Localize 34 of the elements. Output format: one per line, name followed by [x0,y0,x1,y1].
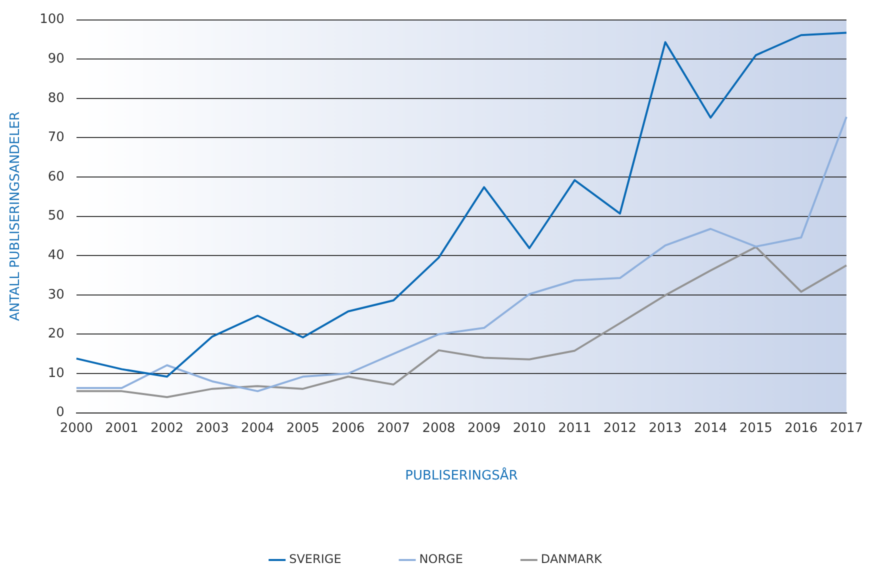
y-tick-label: 80 [48,90,64,106]
x-tick-label: 2009 [468,420,501,436]
x-tick-label: 2006 [332,420,365,436]
x-tick-label: 2007 [376,420,410,436]
y-tick-label: 60 [48,169,64,184]
legend-label: NORGE [419,552,463,566]
y-tick-label: 90 [48,51,64,66]
x-tick-label: 2000 [60,420,93,436]
y-tick-label: 0 [56,405,64,420]
y-tick-label: 40 [48,248,64,263]
x-tick-label: 2002 [150,420,184,436]
y-tick-label: 70 [48,130,64,146]
x-tick-label: 2013 [648,420,682,436]
y-tick-label: 50 [48,208,64,224]
y-tick-label: 100 [40,12,64,28]
legend-label: SVERIGE [289,552,342,566]
x-tick-label: 2017 [830,420,864,436]
x-tick-label: 2003 [196,420,229,436]
y-tick-label: 30 [48,287,64,302]
x-tick-label: 2008 [422,420,456,436]
y-axis-title: ANTALL PUBLISERINGSANDELER [8,112,24,321]
y-tick-label: 10 [48,366,64,381]
x-tick-label: 2015 [739,420,772,436]
legend-label: DANMARK [540,552,604,566]
y-tick-label: 20 [48,326,64,342]
x-tick-label: 2014 [694,420,728,436]
x-axis-title: PUBLISERINGSÅR [405,466,518,484]
x-tick-label: 2010 [512,420,546,436]
x-tick-label: 2005 [286,420,320,436]
x-tick-label: 2012 [603,420,637,436]
x-tick-label: 2004 [241,420,274,436]
x-tick-label: 2001 [105,420,138,436]
x-tick-label: 2016 [784,420,818,436]
x-tick-label: 2011 [558,420,592,436]
